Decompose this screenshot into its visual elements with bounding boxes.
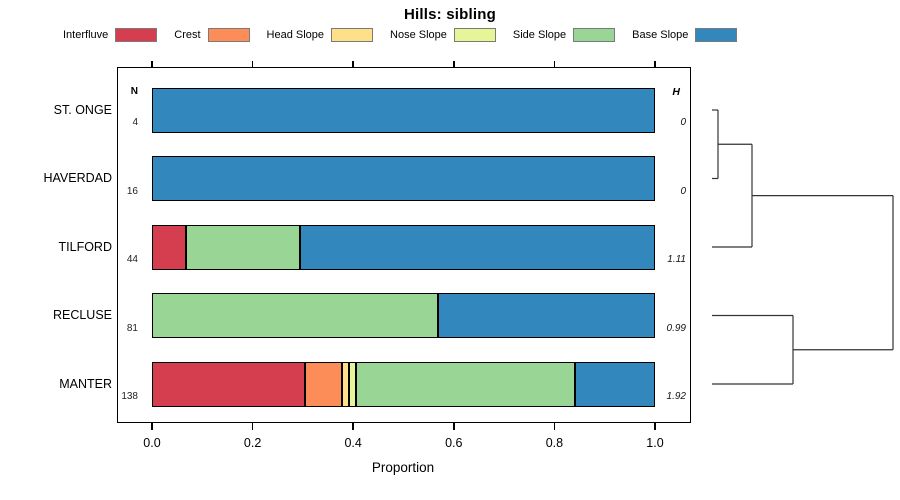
legend-item: Base Slope	[632, 28, 738, 42]
x-axis-tick	[453, 423, 455, 430]
bar-segment-interfluve	[152, 361, 305, 407]
x-axis-tick-label: 1.0	[646, 436, 664, 450]
stacked-bar	[152, 361, 655, 407]
x-axis-tick-label: 0.0	[143, 436, 161, 450]
legend-item: Side Slope	[512, 28, 616, 42]
h-diversity-value: 1.11	[667, 254, 686, 265]
x-axis-top-tick	[151, 60, 153, 67]
x-axis-tick-label: 0.8	[545, 436, 564, 450]
legend-item: Head Slope	[267, 28, 374, 42]
legend-label: Nose Slope	[390, 29, 447, 41]
bar-segment-head-slope	[341, 361, 349, 407]
legend-label: Head Slope	[266, 29, 325, 41]
stacked-bar	[152, 293, 655, 338]
x-axis-tick	[251, 423, 254, 430]
row-label: TILFORD	[58, 239, 112, 254]
stacked-bar	[152, 87, 655, 133]
x-axis-top-tick	[251, 60, 254, 67]
legend-label: Interfluve	[63, 29, 109, 41]
chart-title: Hills: sibling	[404, 6, 496, 23]
bar-segment-side-slope	[186, 224, 301, 270]
n-count-value: 81	[126, 322, 138, 334]
n-count-value: 44	[126, 254, 138, 265]
h-diversity-value: 1.92	[666, 391, 686, 402]
stacked-bar	[152, 224, 655, 270]
legend-swatch	[207, 28, 250, 42]
x-axis-top-tick	[654, 60, 656, 67]
n-count-value: 16	[126, 185, 138, 197]
bar-segment-side-slope	[356, 361, 575, 407]
bar-segment-interfluve	[152, 224, 187, 270]
bar-segment-base-slope	[152, 156, 655, 201]
row-label: ST. ONGE	[53, 102, 112, 117]
bar-segment-base-slope	[300, 224, 655, 270]
legend-swatch	[695, 28, 738, 42]
bar-segment-base-slope	[574, 361, 655, 407]
x-axis-tick-label: 0.4	[344, 436, 362, 450]
x-axis-top-tick	[352, 60, 354, 67]
legend-label: Side Slope	[512, 29, 567, 41]
bar-segment-base-slope	[437, 293, 655, 338]
bar-segment-nose-slope	[348, 361, 357, 407]
legend-item: Interfluve	[63, 28, 158, 42]
legend-item: Nose Slope	[390, 28, 496, 42]
legend-label: Crest	[174, 29, 201, 41]
n-column-header: N	[130, 86, 138, 97]
h-diversity-value: 0	[680, 185, 686, 197]
x-axis-tick-label: 0.2	[243, 436, 262, 450]
bar-segment-crest	[304, 361, 342, 407]
legend: Interfluve Crest Head Slope Nose Slope Side …	[63, 26, 738, 44]
row-label: RECLUSE	[52, 308, 112, 322]
row-label: HAVERDAD	[43, 171, 112, 185]
n-count-value: 4	[132, 117, 138, 128]
x-axis-tick	[654, 423, 656, 430]
n-count-value: 138	[121, 391, 138, 402]
legend-swatch	[115, 28, 158, 42]
x-axis-label: Proportion	[371, 460, 435, 475]
h-diversity-value: 0	[680, 117, 686, 128]
x-axis-tick	[151, 423, 153, 430]
h-diversity-value: 0.99	[666, 322, 686, 334]
stacked-bar	[152, 156, 655, 201]
x-axis-top-tick	[553, 60, 556, 67]
x-axis-tick-label: 0.6	[445, 436, 463, 450]
legend-swatch	[453, 28, 496, 42]
legend-swatch	[331, 28, 374, 42]
legend-label: Base Slope	[632, 29, 689, 41]
bar-segment-base-slope	[152, 87, 655, 133]
plot-area	[117, 67, 691, 423]
legend-item: Crest	[174, 28, 250, 42]
row-label: MANTER	[59, 376, 112, 391]
x-axis-top-tick	[453, 60, 455, 67]
x-axis-tick	[553, 423, 556, 430]
h-column-header: H	[672, 86, 680, 98]
legend-swatch	[573, 28, 616, 42]
x-axis-tick	[352, 423, 354, 430]
bar-segment-side-slope	[152, 293, 438, 338]
